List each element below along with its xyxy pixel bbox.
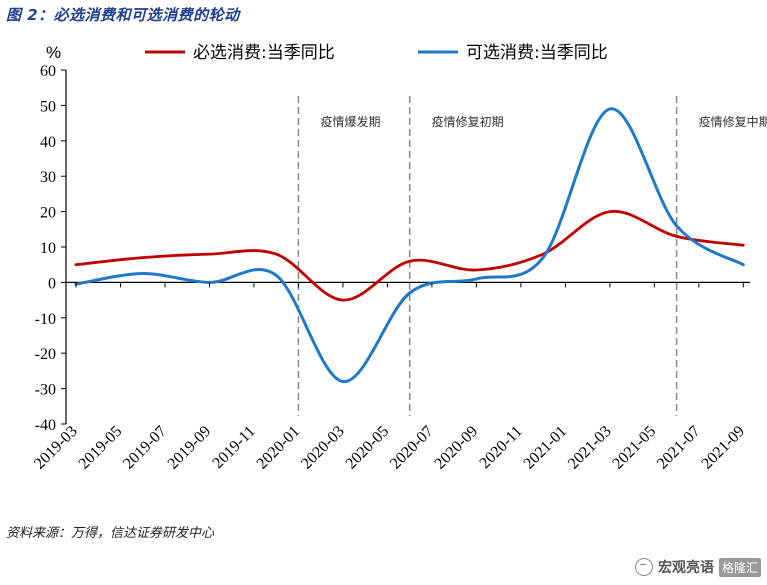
y-axis-unit: %	[46, 43, 61, 62]
x-tick-label: 2021-03	[565, 423, 615, 473]
chart-frame	[65, 70, 750, 424]
x-tick-label: 2020-03	[298, 423, 348, 473]
y-tick-label: 0	[48, 275, 56, 292]
series-line-discretionary	[74, 107, 745, 383]
legend-label: 必选消费:当季同比	[193, 43, 335, 63]
x-tick-label: 2020-11	[476, 423, 525, 472]
wechat-icon	[634, 558, 653, 576]
watermark: 宏观亮语 格隆汇	[634, 557, 761, 577]
source-note: 资料来源：万得，信达证券研发中心	[6, 526, 215, 541]
legend: 必选消费:当季同比 可选消费:当季同比	[145, 43, 608, 63]
y-tick-label: -10	[35, 311, 56, 328]
watermark-text: 宏观亮语	[657, 560, 714, 576]
x-axis: 2019-032019-052019-072019-092019-112020-…	[31, 282, 748, 473]
x-tick-label: 2021-07	[654, 423, 704, 473]
y-tick-label: -30	[35, 382, 56, 399]
x-tick-label: 2020-01	[254, 423, 304, 473]
x-tick-label: 2019-11	[209, 423, 258, 472]
watermark-sub: 格隆汇	[718, 557, 761, 577]
line-chart: 疫情爆发期 疫情修复初期 疫情修复中期 60 50 40 30 20 10 0 -10 -20 -30…	[31, 43, 767, 473]
figure-title: 图 2：必选消费和可选消费的轮动	[6, 6, 240, 24]
legend-label: 可选消费:当季同比	[466, 43, 608, 63]
series-lines	[74, 107, 745, 383]
y-tick-label: 20	[40, 205, 56, 222]
y-tick-label: 60	[40, 63, 56, 80]
x-tick-label: 2021-09	[698, 423, 748, 473]
y-tick-label: 40	[40, 134, 56, 151]
x-tick-label: 2019-07	[120, 423, 170, 473]
phase-label: 疫情爆发期	[320, 114, 380, 129]
y-tick-label: 30	[40, 169, 56, 186]
series-line-staples	[74, 210, 745, 302]
y-tick-label: -40	[35, 417, 56, 434]
y-tick-label: 10	[40, 240, 56, 257]
y-axis: 60 50 40 30 20 10 0 -10 -20 -30 -40	[35, 63, 66, 434]
phase-markers: 疫情爆发期 疫情修复初期 疫情修复中期	[297, 96, 767, 416]
x-tick-label: 2020-07	[387, 423, 437, 473]
phase-label: 疫情修复初期	[432, 114, 504, 129]
x-tick-label: 2019-09	[165, 423, 215, 473]
x-tick-label: 2019-05	[76, 423, 126, 473]
x-tick-label: 2020-09	[431, 423, 481, 473]
x-tick-label: 2020-05	[343, 423, 393, 473]
x-tick-label: 2021-05	[609, 423, 659, 473]
y-tick-label: 50	[40, 98, 56, 115]
y-tick-label: -20	[35, 346, 56, 363]
x-tick-label: 2021-01	[520, 423, 570, 473]
phase-label: 疫情修复中期	[699, 114, 767, 129]
